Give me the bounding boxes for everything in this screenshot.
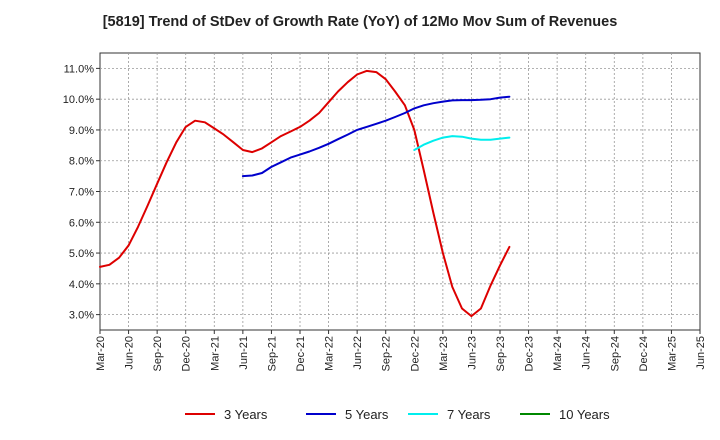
y-axis-ticks: 3.0% 4.0% 5.0% 6.0% 7.0% 8.0% 9.0% 10.0% 11.0% (63, 63, 100, 322)
y-tick-label: 7.0% (69, 187, 94, 199)
legend: 3 Years 5 Years 7 Years 10 Years (185, 407, 610, 422)
y-tick-label: 3.0% (69, 310, 94, 322)
x-tick-label: Dec-24 (638, 336, 650, 371)
x-tick-label: Mar-25 (666, 336, 678, 371)
series-line-5-years (241, 95, 511, 178)
x-tick-label: Jun-24 (581, 336, 593, 370)
legend-label: 10 Years (559, 407, 610, 422)
x-tick-label: Mar-24 (552, 336, 564, 371)
x-tick-label: Sep-24 (609, 336, 621, 371)
x-tick-label: Sep-22 (381, 336, 393, 371)
x-tick-label: Dec-21 (295, 336, 307, 371)
y-tick-label: 8.0% (69, 156, 94, 168)
x-axis-ticks: Mar-20 Jun-20 Sep-20 Dec-20 Mar-21 Jun-21 Sep-… (95, 330, 707, 371)
series-lines (99, 69, 511, 318)
x-tick-label: Sep-20 (152, 336, 164, 371)
x-tick-label: Dec-23 (524, 336, 536, 371)
x-tick-label: Sep-21 (266, 336, 278, 371)
x-tick-label: Jun-23 (466, 336, 478, 370)
x-tick-label: Mar-21 (209, 336, 221, 371)
legend-label: 7 Years (447, 407, 491, 422)
y-tick-label: 6.0% (69, 217, 94, 229)
y-tick-label: 5.0% (69, 248, 94, 260)
legend-label: 3 Years (224, 407, 268, 422)
series-line-7-years (413, 135, 511, 151)
y-tick-label: 10.0% (63, 94, 94, 106)
series-line-3-years (99, 69, 511, 318)
y-tick-label: 4.0% (69, 279, 94, 291)
x-tick-label: Sep-23 (495, 336, 507, 371)
x-tick-label: Jun-21 (238, 336, 250, 370)
x-tick-label: Jun-25 (695, 336, 707, 370)
x-tick-label: Dec-20 (181, 336, 193, 371)
x-tick-label: Dec-22 (409, 336, 421, 371)
y-tick-label: 11.0% (64, 63, 95, 75)
x-tick-label: Jun-22 (352, 336, 364, 370)
x-tick-label: Mar-23 (438, 336, 450, 371)
x-tick-label: Jun-20 (124, 336, 136, 370)
chart-title: [5819] Trend of StDev of Growth Rate (Yo… (102, 14, 618, 30)
y-tick-label: 9.0% (69, 125, 94, 137)
x-tick-label: Mar-20 (95, 336, 107, 371)
legend-label: 5 Years (345, 407, 389, 422)
x-tick-label: Mar-22 (324, 336, 336, 371)
